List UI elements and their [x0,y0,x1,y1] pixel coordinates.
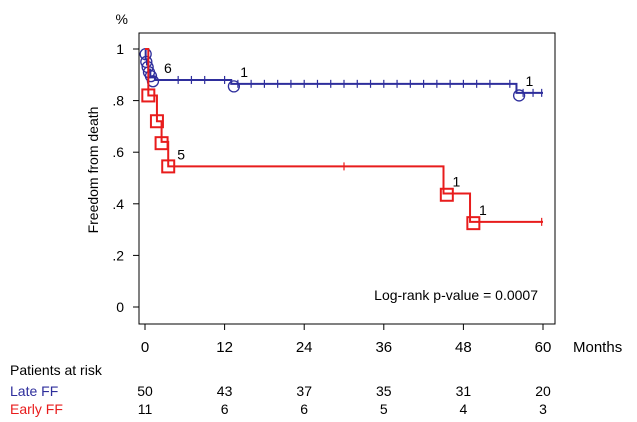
event-marker [512,89,526,102]
risk-count: 6 [221,401,229,417]
event-marker [439,187,454,202]
x-tick-label: 24 [296,339,313,356]
step-label: 6 [164,60,172,76]
x-tick-label: 48 [455,339,472,356]
series-early-ff: 5 1 1 [141,48,543,231]
event-marker [466,216,481,231]
step-label: 1 [479,202,487,218]
x-axis-title: Months [573,339,622,356]
risk-count: 5 [380,401,388,417]
event-marker [141,88,156,103]
series-late-ff: 6 1 1 [139,48,543,102]
survival-curve [145,48,543,223]
event-marker [144,69,158,83]
step-label: 1 [525,73,533,89]
x-tick-label: 60 [535,339,552,356]
step-label: 1 [453,173,461,189]
risk-count: 50 [137,383,153,399]
y-axis-title: Freedom from death [85,107,101,234]
y-tick-label: 1 [116,41,124,57]
logrank-annotation: Log-rank p-value = 0.0007 [374,287,538,303]
x-tick-label: 36 [375,339,392,356]
risk-count: 31 [456,383,472,399]
plot-frame [138,32,556,325]
event-marker [227,80,241,93]
step-label: 1 [240,64,248,80]
y-tick-label: .4 [112,196,124,212]
y-tick-label: .6 [112,144,124,160]
y-tick-label: .2 [112,247,124,263]
risk-count: 35 [376,383,392,399]
event-marker [161,159,176,174]
risk-count: 3 [539,401,547,417]
series-layer: 6 1 1 5 1 1 [139,48,543,231]
x-tick-label: 12 [216,339,233,356]
risk-count: 4 [460,401,468,417]
risk-count: 20 [535,383,551,399]
risk-table-title: Patients at risk [10,362,103,378]
y-tick-label: .8 [112,93,124,109]
risk-row-label: Early FF [10,401,63,417]
risk-count: 11 [138,401,153,417]
y-axis: 0 .2 .4 .6 .8 1 [112,41,139,315]
y-tick-label: 0 [116,299,124,315]
risk-count: 37 [296,383,312,399]
event-marker [154,136,169,151]
step-label: 5 [177,146,185,162]
y-unit-label: % [116,11,128,27]
risk-count: 43 [217,383,233,399]
x-axis: 0 12 24 36 48 60 [141,324,552,356]
risk-row-label: Late FF [10,383,58,399]
x-tick-label: 0 [141,339,149,356]
event-marker [149,114,164,129]
risk-count: 6 [300,401,308,417]
